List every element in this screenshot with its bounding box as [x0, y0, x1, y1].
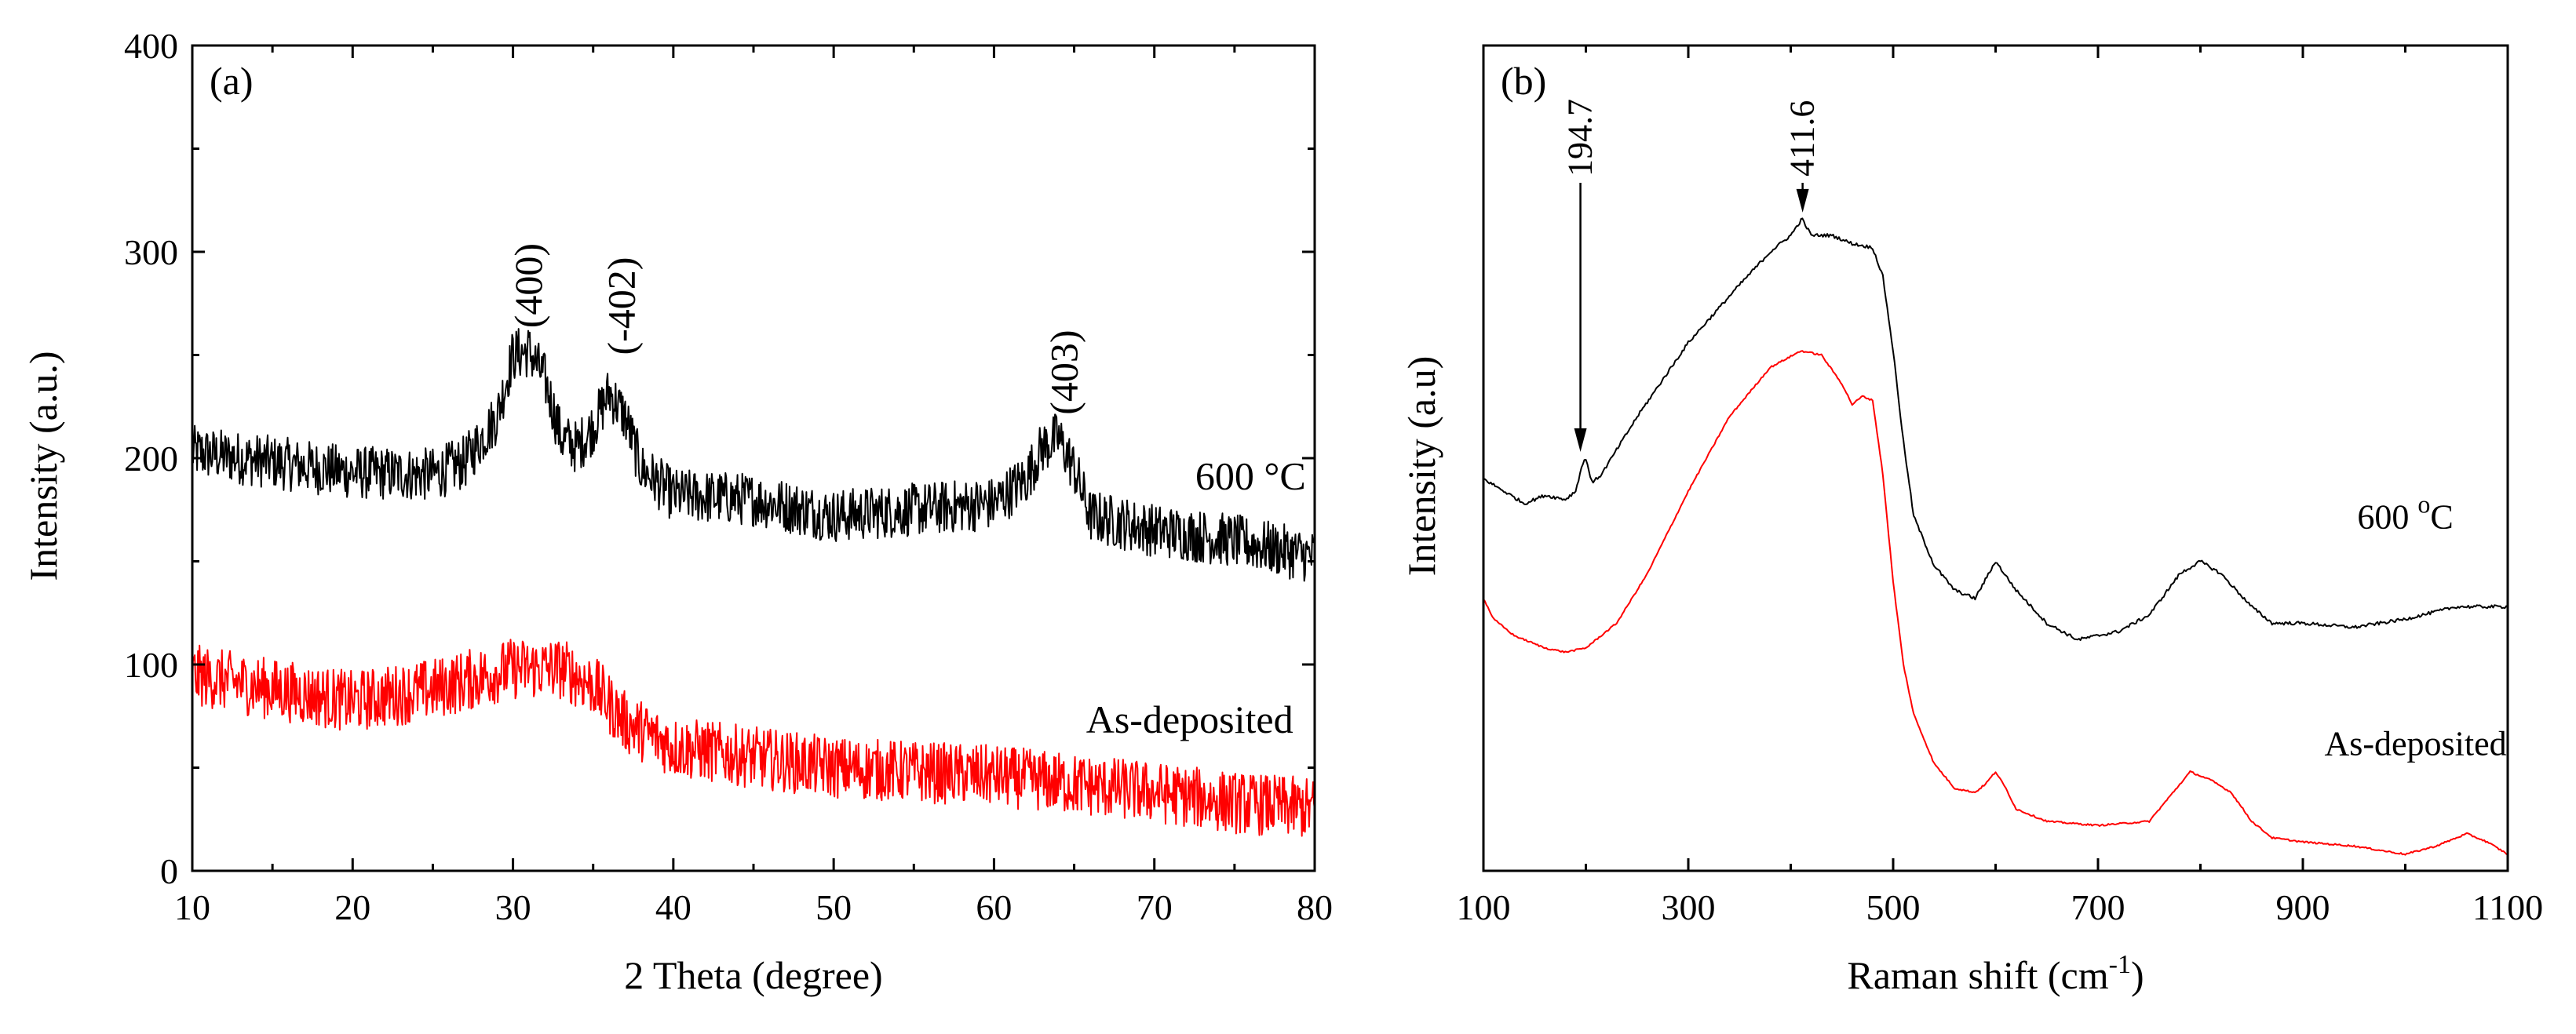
panel-a-xrd-chart: 10 20 30 40 50 60 70 80 0 100 200 300 400 (a) 2 Theta …	[21, 26, 1333, 997]
series-label: 600 °C	[1195, 453, 1306, 497]
x-tick-label: 500	[1866, 887, 1921, 927]
x-tick-label: 30	[495, 887, 531, 927]
x-tick-label: 50	[815, 887, 852, 927]
peak-label: (400)	[506, 243, 550, 328]
x-tick-label: 900	[2276, 887, 2330, 927]
series-line-as-deposited	[1483, 350, 2508, 856]
series-label: As-deposited	[1086, 697, 1293, 741]
panel-label: (b)	[1501, 59, 1546, 103]
x-tick-label: 60	[976, 887, 1012, 927]
x-tick-label: 70	[1137, 887, 1173, 927]
panel-label: (a)	[210, 59, 254, 103]
peak-position-label: 194.7	[1561, 99, 1600, 177]
y-axis-title: Intensity (a.u)	[1399, 356, 1443, 576]
x-tick-label: 1100	[2472, 887, 2543, 927]
series-line-600c	[1483, 217, 2508, 641]
peak-position-label: 411.6	[1783, 100, 1822, 177]
series-label: As-deposited	[2324, 725, 2506, 763]
y-tick-label: 400	[124, 26, 178, 66]
x-tick-label: 700	[2071, 887, 2125, 927]
peak-label: (403)	[1042, 329, 1085, 414]
peak-arrow-head	[1574, 428, 1587, 452]
series-line-as-deposited	[192, 639, 1315, 837]
y-tick-label: 200	[124, 439, 178, 479]
x-tick-label: 40	[655, 887, 691, 927]
x-tick-label: 80	[1297, 887, 1333, 927]
y-tick-label: 100	[124, 645, 178, 685]
series-line-600c	[192, 328, 1315, 582]
panel-b-raman-chart: 100 300 500 700 900 1100 (b) Raman shift (cm-1)…	[1399, 44, 2543, 997]
y-tick-label: 300	[124, 232, 178, 272]
y-axis-title: Intensity (a.u.)	[21, 351, 65, 581]
x-axis-title: Raman shift (cm-1)	[1847, 950, 2144, 997]
x-tick-label: 10	[174, 887, 210, 927]
y-tick-label: 0	[160, 851, 178, 891]
peak-arrow-head	[1796, 188, 1809, 213]
x-tick-label: 100	[1457, 887, 1511, 927]
x-tick-label: 300	[1662, 887, 1716, 927]
x-tick-label: 20	[334, 887, 370, 927]
series-label: 600 oC	[2357, 490, 2453, 536]
x-axis-title: 2 Theta (degree)	[624, 953, 882, 997]
peak-label: (-402)	[599, 257, 643, 355]
